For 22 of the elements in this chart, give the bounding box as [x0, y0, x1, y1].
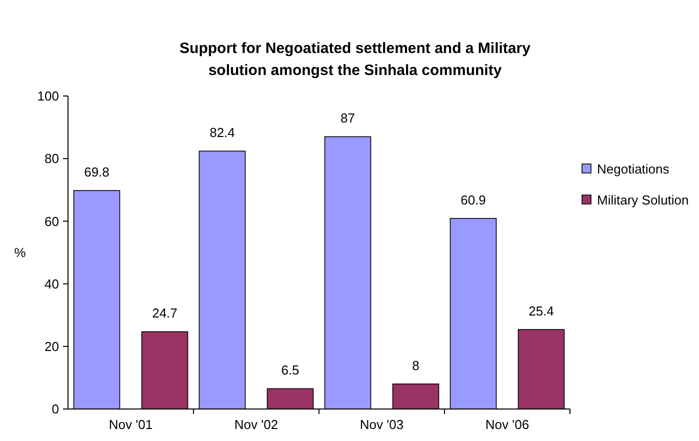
y-tick-label: 60 — [44, 214, 59, 229]
legend-label: Military Solution — [597, 192, 689, 208]
x-tick-label: Nov '06 — [485, 417, 530, 432]
data-label: 6.5 — [281, 362, 300, 378]
data-label: 82.4 — [210, 125, 235, 140]
y-axis-title: % — [14, 245, 26, 260]
x-tick-label: Nov '01 — [108, 417, 153, 432]
y-tick-label: 0 — [52, 402, 59, 417]
data-label: 87 — [340, 110, 355, 126]
y-tick-label: 20 — [44, 338, 59, 354]
y-tick-label: 80 — [44, 151, 59, 166]
data-label: 60.9 — [460, 192, 486, 208]
chart-title: Support for Negoatiated settlement and a Military solution amongst the Sinhala community — [180, 40, 532, 79]
data-label: 25.4 — [528, 304, 554, 318]
data-label: 69.8 — [84, 164, 110, 180]
x-tick-label: Nov '02 — [234, 417, 278, 432]
x-tick-label: Nov '03 — [360, 417, 404, 432]
y-tick-label: 40 — [44, 276, 59, 292]
y-tick-label: 100 — [37, 88, 59, 104]
data-label: 24.7 — [152, 306, 178, 321]
data-label: 8 — [412, 358, 420, 373]
legend-label: Negotiations — [597, 162, 670, 177]
